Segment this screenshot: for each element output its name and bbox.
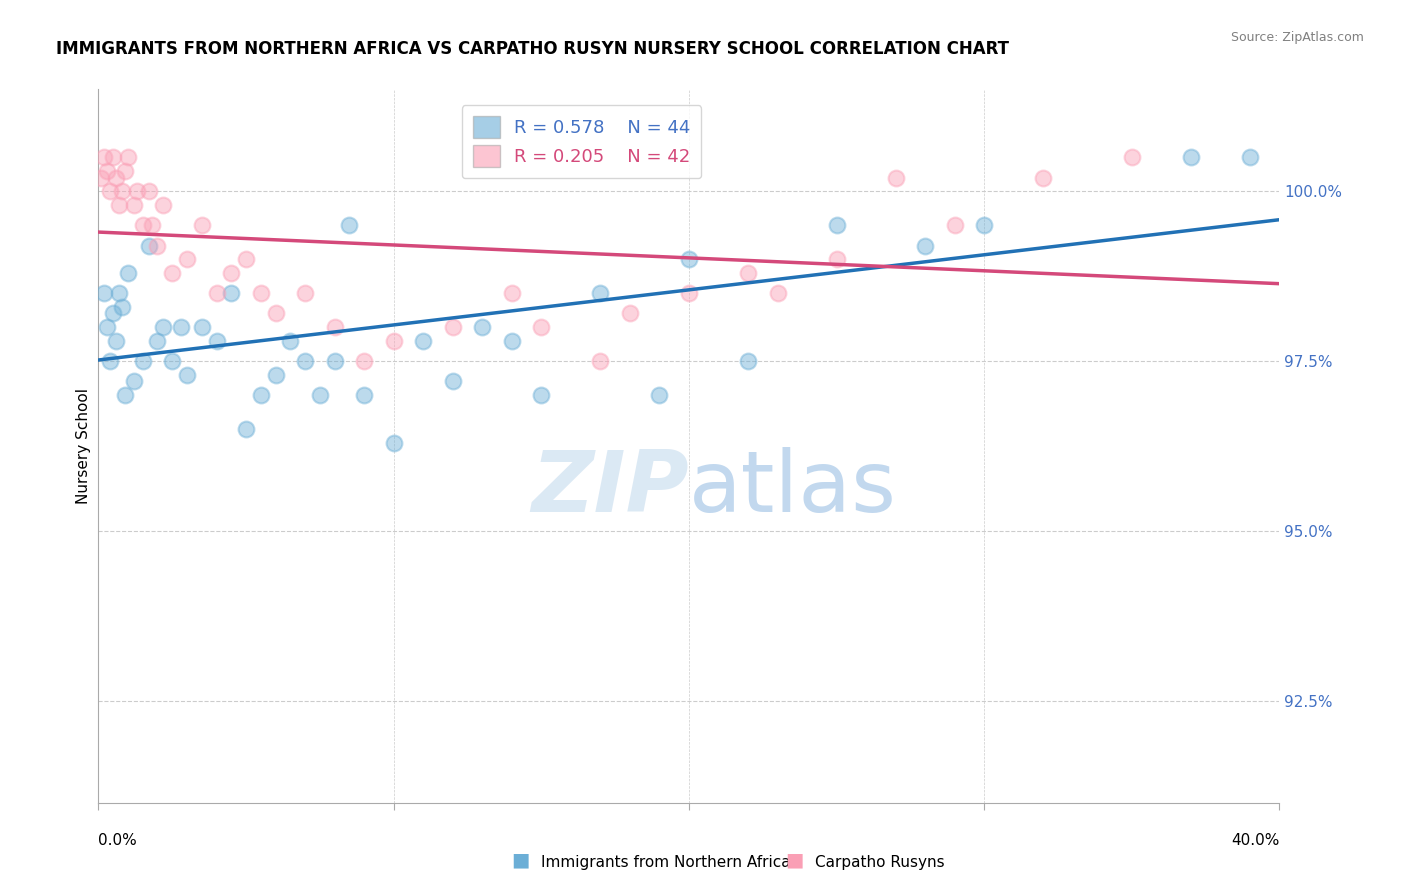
- Point: [678, 286, 700, 301]
- Point: [294, 286, 316, 301]
- Point: [221, 286, 243, 301]
- Point: [105, 334, 128, 348]
- Point: [264, 368, 287, 382]
- Point: [98, 184, 121, 198]
- Point: [382, 334, 405, 348]
- Point: [589, 286, 612, 301]
- Point: [90, 170, 112, 185]
- Point: [1121, 150, 1143, 164]
- Point: [471, 320, 494, 334]
- Point: [114, 388, 136, 402]
- Point: [162, 266, 183, 280]
- Point: [98, 354, 121, 368]
- Point: [117, 150, 139, 164]
- Text: Immigrants from Northern Africa: Immigrants from Northern Africa: [541, 855, 792, 870]
- Point: [766, 286, 789, 301]
- Text: IMMIGRANTS FROM NORTHERN AFRICA VS CARPATHO RUSYN NURSERY SCHOOL CORRELATION CHA: IMMIGRANTS FROM NORTHERN AFRICA VS CARPA…: [56, 40, 1010, 58]
- Point: [162, 354, 183, 368]
- Point: [353, 354, 375, 368]
- Point: [122, 375, 145, 389]
- Point: [648, 388, 671, 402]
- Point: [114, 163, 136, 178]
- Point: [825, 218, 848, 232]
- Point: [278, 334, 302, 348]
- Point: [339, 218, 360, 232]
- Point: [250, 286, 273, 301]
- Point: [294, 354, 316, 368]
- Text: Source: ZipAtlas.com: Source: ZipAtlas.com: [1230, 31, 1364, 45]
- Point: [235, 422, 257, 436]
- Point: [93, 150, 115, 164]
- Text: ZIP: ZIP: [531, 447, 689, 531]
- Point: [884, 170, 907, 185]
- Point: [250, 388, 273, 402]
- Point: [441, 320, 464, 334]
- Point: [943, 218, 966, 232]
- Point: [382, 435, 405, 450]
- Point: [132, 354, 155, 368]
- Point: [323, 354, 346, 368]
- Point: [1239, 150, 1261, 164]
- Point: [501, 334, 523, 348]
- Point: [108, 286, 131, 301]
- Point: [412, 334, 434, 348]
- Point: [191, 320, 214, 334]
- Point: [914, 238, 936, 252]
- Point: [105, 170, 128, 185]
- Text: 0.0%: 0.0%: [98, 833, 138, 848]
- Point: [825, 252, 848, 266]
- Point: [619, 306, 641, 320]
- Point: [93, 286, 115, 301]
- Point: [1180, 150, 1202, 164]
- Point: [530, 320, 553, 334]
- Point: [737, 354, 759, 368]
- Point: [138, 184, 160, 198]
- Point: [111, 184, 134, 198]
- Point: [235, 252, 257, 266]
- Point: [117, 266, 139, 280]
- Point: [973, 218, 995, 232]
- Point: [205, 334, 228, 348]
- Point: [108, 198, 131, 212]
- Point: [737, 266, 759, 280]
- Point: [96, 163, 118, 178]
- Point: [176, 252, 198, 266]
- Point: [501, 286, 523, 301]
- Point: [141, 218, 163, 232]
- Point: [221, 266, 243, 280]
- Point: [205, 286, 228, 301]
- Point: [152, 320, 174, 334]
- Point: [309, 388, 332, 402]
- Text: atlas: atlas: [689, 447, 897, 531]
- Point: [353, 388, 375, 402]
- Point: [146, 238, 169, 252]
- Text: ■: ■: [510, 851, 530, 870]
- Point: [125, 184, 148, 198]
- Point: [152, 198, 174, 212]
- Point: [678, 252, 700, 266]
- Point: [441, 375, 464, 389]
- Point: [323, 320, 346, 334]
- Point: [103, 306, 125, 320]
- Point: [170, 320, 193, 334]
- Point: [103, 150, 125, 164]
- Point: [589, 354, 612, 368]
- Text: ■: ■: [785, 851, 804, 870]
- Point: [176, 368, 198, 382]
- Point: [530, 388, 553, 402]
- Point: [96, 320, 118, 334]
- Point: [138, 238, 160, 252]
- Legend: R = 0.578    N = 44, R = 0.205    N = 42: R = 0.578 N = 44, R = 0.205 N = 42: [461, 105, 702, 178]
- Text: Carpatho Rusyns: Carpatho Rusyns: [815, 855, 945, 870]
- Point: [111, 300, 134, 314]
- Text: 40.0%: 40.0%: [1232, 833, 1279, 848]
- Point: [146, 334, 169, 348]
- Point: [191, 218, 214, 232]
- Point: [264, 306, 287, 320]
- Point: [122, 198, 145, 212]
- Point: [1032, 170, 1054, 185]
- Y-axis label: Nursery School: Nursery School: [76, 388, 91, 504]
- Point: [132, 218, 155, 232]
